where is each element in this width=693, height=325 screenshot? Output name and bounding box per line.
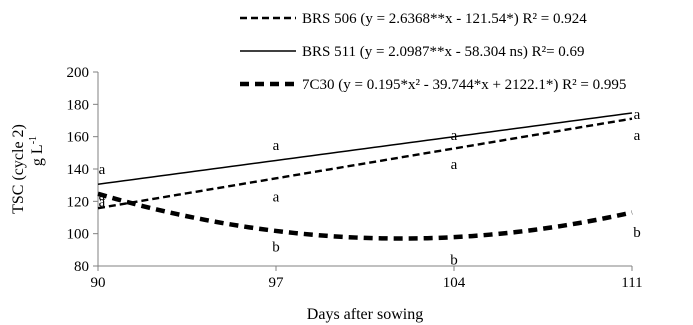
legend-label-0: BRS 506 (y = 2.6368**x - 121.54*) R² = 0… bbox=[302, 11, 587, 27]
y-tick-label: 200 bbox=[67, 65, 90, 81]
y-axis-unit-base: g L bbox=[29, 144, 46, 166]
series-line-0 bbox=[97, 117, 633, 210]
y-axis-unit: g L-1 bbox=[28, 136, 46, 166]
y-axis-unit-exponent: -1 bbox=[28, 136, 39, 144]
significance-letter: a bbox=[273, 189, 280, 205]
significance-letter: b bbox=[450, 253, 458, 269]
significance-letter: a bbox=[99, 162, 106, 178]
significance-letter: a bbox=[99, 194, 106, 210]
y-tick-label: 100 bbox=[67, 227, 90, 243]
y-axis-title: TSC (cycle 2) bbox=[10, 124, 27, 214]
x-ticks: 90 97 104 111 bbox=[91, 266, 643, 291]
legend-label-2: 7C30 (y = 0.195*x² - 39.744*x + 2122.1*)… bbox=[302, 77, 626, 93]
significance-letter: a bbox=[634, 128, 641, 144]
x-axis-title: Days after sowing bbox=[307, 306, 423, 323]
y-tick-label: 180 bbox=[67, 97, 90, 113]
significance-letter: b bbox=[272, 240, 280, 256]
legend: BRS 506 (y = 2.6368**x - 121.54*) R² = 0… bbox=[240, 11, 626, 93]
significance-letter: a bbox=[273, 138, 280, 154]
significance-letter: a bbox=[451, 128, 458, 144]
series-line-2 bbox=[97, 191, 633, 241]
x-tick-label: 97 bbox=[269, 275, 285, 291]
x-tick-label: 90 bbox=[91, 275, 106, 291]
y-tick-label: 140 bbox=[67, 162, 90, 178]
significance-letter: a bbox=[451, 157, 458, 173]
y-tick-label: 160 bbox=[67, 130, 90, 146]
y-ticks: 80 100 120 140 160 180 200 bbox=[67, 65, 98, 275]
y-tick-label: 120 bbox=[67, 194, 90, 210]
significance-letter: a bbox=[99, 188, 106, 204]
x-tick-label: 104 bbox=[443, 275, 466, 291]
series-line-1 bbox=[97, 112, 633, 185]
significance-letter: b bbox=[633, 225, 641, 241]
series-lines bbox=[97, 112, 633, 241]
significance-letter: a bbox=[634, 107, 641, 123]
y-tick-label: 80 bbox=[74, 259, 89, 275]
axes: 80 100 120 140 160 180 200 90 97 104 111 bbox=[67, 65, 643, 291]
legend-label-1: BRS 511 (y = 2.0987**x - 58.304 ns) R²= … bbox=[302, 44, 585, 60]
x-tick-label: 111 bbox=[621, 275, 642, 291]
